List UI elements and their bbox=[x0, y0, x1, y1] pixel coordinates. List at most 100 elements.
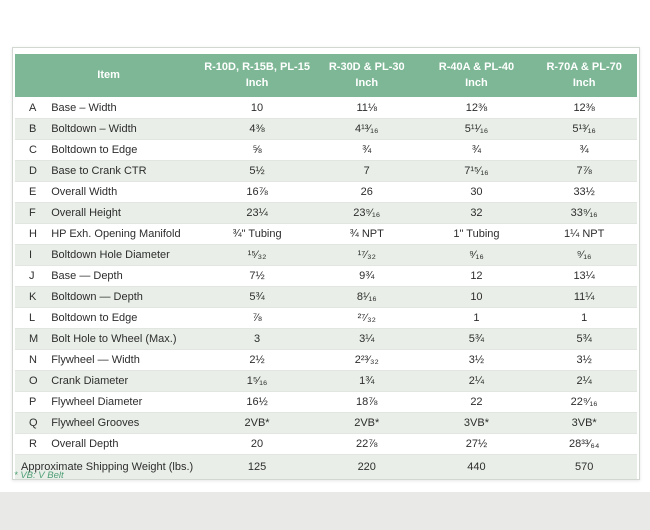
value-cell: 18⅞ bbox=[311, 390, 422, 413]
value-cell: 22⅞ bbox=[311, 432, 422, 455]
value-cell: ¾" Tubing bbox=[202, 222, 312, 245]
row-letter: I bbox=[15, 243, 46, 266]
table-row: O Crank Diameter 1⁵⁄₁₆ 1¾ 2¼ 2¼ bbox=[15, 369, 637, 392]
value-cell: ¾ bbox=[421, 138, 532, 161]
item-label: Overall Depth bbox=[45, 432, 203, 455]
item-label: Crank Diameter bbox=[45, 369, 203, 392]
value-cell: 4¹³⁄₁₆ bbox=[311, 117, 422, 140]
value-cell: 9¾ bbox=[311, 264, 422, 287]
value-cell: 7¹⁵⁄₁₆ bbox=[421, 159, 532, 182]
row-letter: K bbox=[15, 285, 46, 308]
table-row: M Bolt Hole to Wheel (Max.) 3 3¼ 5¾ 5¾ bbox=[15, 327, 637, 350]
value-cell: 4⅜ bbox=[202, 117, 312, 140]
value-cell: 2¼ bbox=[531, 369, 637, 392]
item-label: Flywheel Grooves bbox=[45, 411, 203, 434]
column-header-1: R-10D, R-15B, PL-15 Inch bbox=[202, 54, 312, 98]
row-letter: O bbox=[15, 369, 46, 392]
item-label: Base — Depth bbox=[45, 264, 203, 287]
value-cell: 12⅜ bbox=[421, 96, 532, 119]
value-cell: 220 bbox=[311, 453, 422, 479]
value-cell: 1¾ bbox=[311, 369, 422, 392]
table-row: F Overall Height 23¼ 23⁹⁄₁₆ 32 33⁹⁄₁₆ bbox=[15, 201, 637, 224]
item-label: Boltdown to Edge bbox=[45, 138, 203, 161]
table-row: L Boltdown to Edge ⅞ ²⁷⁄₃₂ 1 1 bbox=[15, 306, 637, 329]
value-cell: ¹⁷⁄₃₂ bbox=[311, 243, 422, 266]
column-header-3: R-40A & PL-40 Inch bbox=[421, 54, 532, 98]
value-cell: 28³³⁄₆₄ bbox=[531, 432, 637, 455]
value-cell: 7 bbox=[311, 159, 422, 182]
value-cell: ¾ NPT bbox=[311, 222, 422, 245]
value-cell: 570 bbox=[531, 453, 637, 479]
value-cell: 1⁵⁄₁₆ bbox=[202, 369, 312, 392]
item-label: Base to Crank CTR bbox=[45, 159, 203, 182]
item-label: Base – Width bbox=[45, 96, 203, 119]
value-cell: 3½ bbox=[531, 348, 637, 371]
value-cell: 3½ bbox=[421, 348, 532, 371]
item-label: Flywheel — Width bbox=[45, 348, 203, 371]
spec-table: Item R-10D, R-15B, PL-15 Inch R-30D & PL-3… bbox=[15, 54, 637, 479]
row-letter: E bbox=[15, 180, 46, 203]
row-letter: B bbox=[15, 117, 46, 140]
row-letter: R bbox=[15, 432, 46, 455]
value-cell: ¾ bbox=[311, 138, 422, 161]
value-cell: 13¼ bbox=[531, 264, 637, 287]
value-cell: 33½ bbox=[531, 180, 637, 203]
value-cell: ¾ bbox=[531, 138, 637, 161]
column-header-item: Item bbox=[15, 54, 203, 98]
value-cell: 3VB* bbox=[421, 411, 532, 434]
value-cell: 10 bbox=[202, 96, 312, 119]
table-row: A Base – Width 10 11⅛ 12⅜ 12⅜ bbox=[15, 96, 637, 119]
row-letter: M bbox=[15, 327, 46, 350]
value-cell: 3¼ bbox=[311, 327, 422, 350]
value-cell: 23¼ bbox=[202, 201, 312, 224]
value-cell: 1 bbox=[421, 306, 532, 329]
table-row: J Base — Depth 7½ 9¾ 12 13¼ bbox=[15, 264, 637, 287]
table-row: Q Flywheel Grooves 2VB* 2VB* 3VB* 3VB* bbox=[15, 411, 637, 434]
row-letter: A bbox=[15, 96, 46, 119]
value-cell: 125 bbox=[202, 453, 312, 479]
value-cell: 1 bbox=[531, 306, 637, 329]
row-letter: C bbox=[15, 138, 46, 161]
value-cell: 7½ bbox=[202, 264, 312, 287]
table-row: E Overall Width 16⅞ 26 30 33½ bbox=[15, 180, 637, 203]
value-cell: 2VB* bbox=[202, 411, 312, 434]
item-label: Boltdown – Width bbox=[45, 117, 203, 140]
row-letter: L bbox=[15, 306, 46, 329]
column-header-2: R-30D & PL-30 Inch bbox=[311, 54, 422, 98]
value-cell: 5¾ bbox=[421, 327, 532, 350]
item-label: Bolt Hole to Wheel (Max.) bbox=[45, 327, 203, 350]
value-cell: 20 bbox=[202, 432, 312, 455]
value-cell: 2VB* bbox=[311, 411, 422, 434]
value-cell: ⁹⁄₁₆ bbox=[421, 243, 532, 266]
value-cell: 33⁹⁄₁₆ bbox=[531, 201, 637, 224]
item-label: Overall Height bbox=[45, 201, 203, 224]
item-label: Flywheel Diameter bbox=[45, 390, 203, 413]
bottom-band bbox=[0, 492, 650, 530]
table-row: H HP Exh. Opening Manifold ¾" Tubing ¾ NPT 1… bbox=[15, 222, 637, 245]
value-cell: ⅞ bbox=[202, 306, 312, 329]
value-cell: 2¼ bbox=[421, 369, 532, 392]
row-letter: N bbox=[15, 348, 46, 371]
value-cell: 8¹⁄₁₆ bbox=[311, 285, 422, 308]
value-cell: 1" Tubing bbox=[421, 222, 532, 245]
value-cell: 12⅜ bbox=[531, 96, 637, 119]
value-cell: 12 bbox=[421, 264, 532, 287]
table-row: N Flywheel — Width 2½ 2²³⁄₃₂ 3½ 3½ bbox=[15, 348, 637, 371]
value-cell: 11¼ bbox=[531, 285, 637, 308]
table-row: R Overall Depth 20 22⅞ 27½ 28³³⁄₆₄ bbox=[15, 432, 637, 455]
header-row: Item R-10D, R-15B, PL-15 Inch R-30D & PL-3… bbox=[15, 54, 637, 98]
spec-table-card: Item R-10D, R-15B, PL-15 Inch R-30D & PL-3… bbox=[12, 47, 640, 480]
value-cell: 22 bbox=[421, 390, 532, 413]
table-row: C Boltdown to Edge ⅝ ¾ ¾ ¾ bbox=[15, 138, 637, 161]
value-cell: 11⅛ bbox=[311, 96, 422, 119]
value-cell: ²⁷⁄₃₂ bbox=[311, 306, 422, 329]
value-cell: ¹⁵⁄₃₂ bbox=[202, 243, 312, 266]
value-cell: 2²³⁄₃₂ bbox=[311, 348, 422, 371]
value-cell: 26 bbox=[311, 180, 422, 203]
row-letter: J bbox=[15, 264, 46, 287]
value-cell: 5¹³⁄₁₆ bbox=[531, 117, 637, 140]
shipping-weight-label: Approximate Shipping Weight (lbs.) bbox=[15, 453, 203, 479]
shipping-weight-row: Approximate Shipping Weight (lbs.) 125 220… bbox=[15, 453, 637, 479]
column-header-4: R-70A & PL-70 Inch bbox=[531, 54, 637, 98]
table-row: B Boltdown – Width 4⅜ 4¹³⁄₁₆ 5¹¹⁄₁₆ 5¹³⁄₁₆ bbox=[15, 117, 637, 140]
